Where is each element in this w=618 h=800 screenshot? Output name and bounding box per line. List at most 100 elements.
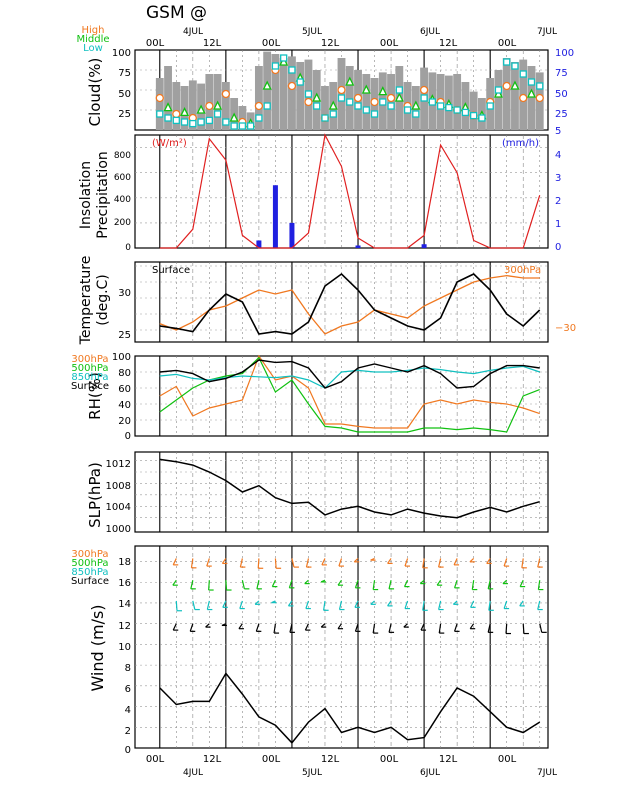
wind-barb-surface bbox=[273, 623, 277, 634]
wind-tick-12: 12 bbox=[118, 621, 131, 632]
cloud-low-point bbox=[420, 94, 428, 102]
cloud-low-point bbox=[263, 102, 271, 110]
wind-barb-500hpa bbox=[403, 579, 409, 587]
pr-tick-1: 1 bbox=[555, 219, 561, 230]
cloud-low-point bbox=[453, 106, 461, 114]
cloud-middle-point bbox=[361, 84, 371, 94]
wind-barb-surface bbox=[469, 623, 475, 630]
wind-barb-surface bbox=[372, 623, 376, 634]
ins-tick-800: 800 bbox=[114, 151, 131, 161]
time-top-5: 12L bbox=[439, 38, 458, 49]
wind-barb-300hpa bbox=[486, 558, 491, 564]
wind-barb-850hpa bbox=[222, 600, 227, 608]
wind-tick-4: 4 bbox=[125, 705, 131, 716]
insolation-ylabel: Insolation bbox=[78, 161, 94, 229]
wind-barb-surface bbox=[354, 623, 359, 632]
time-top-1: 12L bbox=[203, 38, 222, 49]
wind-barb-500hpa bbox=[288, 579, 293, 589]
wind-barb-300hpa bbox=[387, 558, 392, 564]
wind-barb-300hpa bbox=[274, 558, 277, 569]
time-bottom-3: 12L bbox=[321, 754, 340, 765]
cloud-middle-point bbox=[213, 100, 223, 110]
legend-middle: Middle bbox=[76, 34, 109, 45]
wind-barb-500hpa bbox=[454, 579, 458, 589]
cloud-low-point bbox=[486, 102, 494, 110]
cloud-middle-point bbox=[526, 88, 537, 98]
cloud-low-point bbox=[346, 98, 354, 106]
time-top-6: 00L bbox=[498, 38, 517, 49]
wind-barb-500hpa bbox=[256, 580, 260, 589]
wind-tick-10: 10 bbox=[118, 642, 131, 653]
cloud-high-point bbox=[205, 101, 214, 111]
date-bottom-7jul: 7JUL bbox=[537, 768, 557, 778]
chart-title: GSM @ bbox=[146, 3, 207, 23]
pr-tick-0: 0 bbox=[555, 242, 561, 253]
cloud-middle-point bbox=[345, 76, 355, 86]
slp-tick-1000: 1000 bbox=[106, 524, 131, 535]
wind-barb-300hpa bbox=[172, 558, 177, 566]
cloud-middle-point bbox=[328, 100, 338, 110]
wind-barb-500hpa bbox=[519, 579, 524, 587]
cloud-middle-point bbox=[394, 92, 404, 102]
cloud-left-ticks: 100 75 50 25 bbox=[112, 48, 131, 120]
cloud-low-point bbox=[321, 114, 329, 122]
pr-tick-3: 3 bbox=[555, 173, 561, 184]
wind-barb-500hpa bbox=[487, 580, 491, 589]
cloud-low-point bbox=[527, 78, 536, 86]
cloud-low-point bbox=[536, 82, 544, 90]
rh-850hpa-line bbox=[159, 365, 540, 389]
wind-barb-850hpa bbox=[503, 600, 508, 609]
bottom-time-ticks: 00L 12L 00L 12L 00L 12L 00L bbox=[146, 754, 517, 765]
time-bottom-5: 12L bbox=[439, 754, 458, 765]
wind-tick-16: 16 bbox=[118, 578, 131, 589]
cloud-low-point bbox=[280, 54, 288, 62]
cloud-total-bar bbox=[263, 51, 272, 130]
time-top-0: 00L bbox=[146, 38, 165, 49]
wind-barb-850hpa bbox=[387, 600, 392, 607]
wind-barb-500hpa bbox=[372, 580, 376, 590]
wind-barb-850hpa bbox=[438, 600, 442, 610]
precip-bar bbox=[256, 240, 262, 248]
wind-barb-surface bbox=[487, 623, 491, 633]
wind-barb-300hpa bbox=[190, 558, 194, 568]
cloud-low-point bbox=[519, 70, 527, 78]
pr-tick-2: 2 bbox=[555, 196, 561, 207]
cloud-low-point bbox=[337, 94, 346, 102]
cloud-total-bar bbox=[345, 66, 354, 130]
cloud-low-point bbox=[172, 116, 180, 125]
wind-barb-300hpa bbox=[291, 558, 295, 568]
wind-barb-500hpa bbox=[225, 580, 228, 591]
cloud-low-point bbox=[362, 106, 370, 114]
wind-barb-850hpa bbox=[338, 600, 343, 610]
temp-surface-line bbox=[159, 272, 541, 335]
slp-line bbox=[159, 458, 540, 519]
cloud-middle-point bbox=[196, 104, 206, 114]
temperature-unit-label: (deg.C) bbox=[95, 274, 111, 326]
pr-tick-4: 4 bbox=[555, 150, 561, 161]
wind-tick-0: 0 bbox=[125, 745, 131, 756]
panel-frames bbox=[134, 49, 549, 749]
time-bottom-6: 00L bbox=[498, 754, 517, 765]
wind-barb-500hpa bbox=[471, 580, 475, 590]
cloud-low-point bbox=[313, 102, 321, 110]
time-bottom-2: 00L bbox=[262, 754, 281, 765]
cloud-high-point bbox=[370, 97, 379, 107]
wind-barb-850hpa bbox=[519, 600, 524, 607]
wind-barb-300hpa bbox=[338, 558, 343, 567]
wind-barb-surface bbox=[304, 623, 310, 631]
rh-legend-surface: Surface bbox=[71, 381, 109, 392]
cloud-rtick-50: 50 bbox=[555, 89, 568, 100]
cloud-total-bar bbox=[164, 66, 172, 130]
cloud-low-point bbox=[379, 98, 387, 106]
wind-legend-500: 500hPa bbox=[71, 558, 108, 569]
wind-barb-300hpa bbox=[438, 558, 442, 568]
cloud-high-point bbox=[519, 93, 528, 103]
wind-barb-surface bbox=[539, 623, 543, 633]
precip-bar bbox=[355, 245, 361, 248]
cloud-low-point bbox=[238, 122, 247, 130]
cloud-tick-75: 75 bbox=[118, 68, 131, 79]
cloud-total-bar bbox=[511, 62, 519, 130]
date-bottom-6jul: 6JUL bbox=[420, 768, 440, 778]
cloud-total-bar bbox=[288, 56, 296, 130]
wind-barb-300hpa bbox=[453, 558, 458, 566]
